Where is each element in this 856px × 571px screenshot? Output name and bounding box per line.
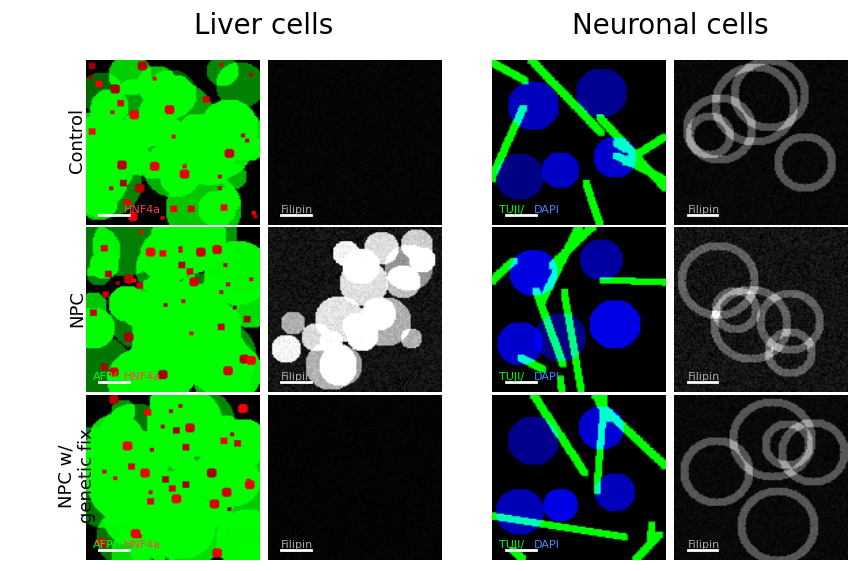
Text: NPC: NPC	[68, 290, 86, 327]
Text: HNF4a: HNF4a	[124, 205, 161, 215]
Text: DAPI: DAPI	[534, 372, 560, 382]
Text: AFP/: AFP/	[92, 372, 117, 382]
Text: Filipin: Filipin	[282, 205, 313, 215]
Text: Filipin: Filipin	[688, 205, 720, 215]
Text: Filipin: Filipin	[282, 372, 313, 382]
Text: TUJI/: TUJI/	[499, 540, 524, 550]
Text: DAPI: DAPI	[534, 205, 560, 215]
Text: TUJI/: TUJI/	[499, 372, 524, 382]
Text: TUJI/: TUJI/	[499, 205, 524, 215]
Text: AFP/: AFP/	[92, 205, 117, 215]
Text: Control: Control	[68, 108, 86, 174]
Text: NPC w/
genetic fix: NPC w/ genetic fix	[57, 428, 97, 523]
Text: AFP/: AFP/	[92, 540, 117, 550]
Text: Filipin: Filipin	[688, 540, 720, 550]
Text: Neuronal cells: Neuronal cells	[572, 11, 768, 40]
Text: DAPI: DAPI	[534, 540, 560, 550]
Text: HNF4a: HNF4a	[124, 372, 161, 382]
Text: Filipin: Filipin	[282, 540, 313, 550]
Text: Liver cells: Liver cells	[193, 11, 333, 40]
Text: HNF4a: HNF4a	[124, 540, 161, 550]
Text: Filipin: Filipin	[688, 372, 720, 382]
